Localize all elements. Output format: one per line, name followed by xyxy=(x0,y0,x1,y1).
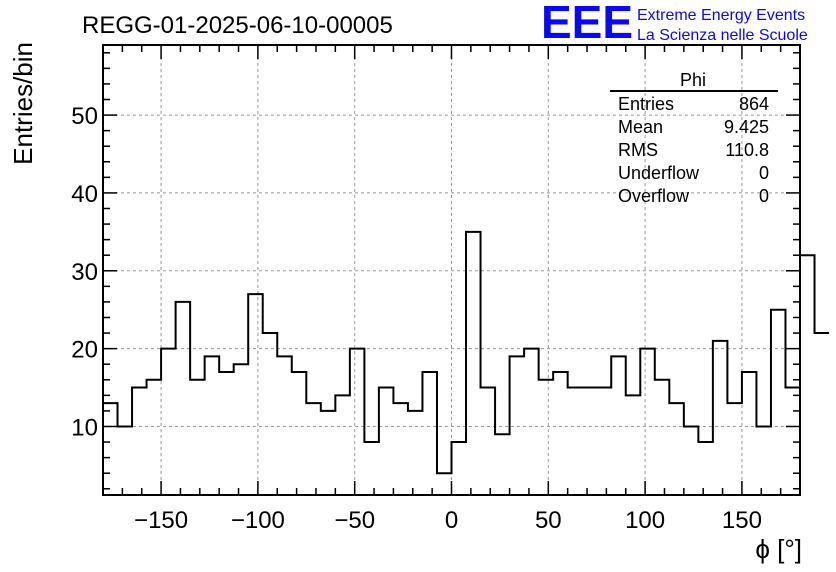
logo-line-2: La Scienza nelle Scuole xyxy=(637,27,808,44)
stats-title: Phi xyxy=(680,70,706,90)
y-tick-label: 40 xyxy=(71,181,98,208)
stats-value: 110.8 xyxy=(725,140,769,160)
chart-title: REGG-01-2025-06-10-00005 xyxy=(82,12,393,39)
stats-rows: Entries 864 Mean 9.425 RMS 110.8 Underflow 0 Ove… xyxy=(618,94,769,206)
histogram-series xyxy=(103,230,830,475)
x-tick-label: −150 xyxy=(134,507,188,534)
y-tick-label: 10 xyxy=(71,414,98,441)
y-tick-label: 20 xyxy=(71,337,98,364)
stats-value: 0 xyxy=(759,186,769,206)
axis-tick-labels: −150 −100 −50 0 50 100 150 10 20 30 40 50 xyxy=(71,103,762,534)
y-axis-label: Entries/bin xyxy=(8,42,38,165)
x-tick-label: 100 xyxy=(625,507,665,534)
grid-lines xyxy=(103,45,800,495)
stats-label: RMS xyxy=(618,140,658,160)
stats-value: 0 xyxy=(759,163,769,183)
stats-value: 864 xyxy=(739,94,769,114)
x-axis-label: ϕ [°] xyxy=(755,534,802,564)
x-tick-label: −50 xyxy=(334,507,375,534)
stats-label: Underflow xyxy=(618,163,700,183)
x-tick-label: −100 xyxy=(231,507,285,534)
y-tick-label: 30 xyxy=(71,259,98,286)
stats-label: Overflow xyxy=(618,186,690,206)
stats-label: Mean xyxy=(618,117,663,137)
logo-line-1: Extreme Energy Events xyxy=(637,7,805,24)
stats-label: Entries xyxy=(618,94,674,114)
stats-box: Phi Entries 864 Mean 9.425 RMS 110.8 Underflow… xyxy=(610,70,778,206)
x-tick-label: 150 xyxy=(722,507,762,534)
logo-mark: EEE xyxy=(541,0,633,48)
stats-value: 9.425 xyxy=(724,117,769,137)
axis-ticks xyxy=(102,45,801,495)
x-tick-label: 50 xyxy=(535,507,562,534)
x-tick-label: 0 xyxy=(445,507,458,534)
y-tick-label: 50 xyxy=(71,103,98,130)
eee-logo: EEE Extreme Energy Events La Scienza nel… xyxy=(541,0,808,48)
